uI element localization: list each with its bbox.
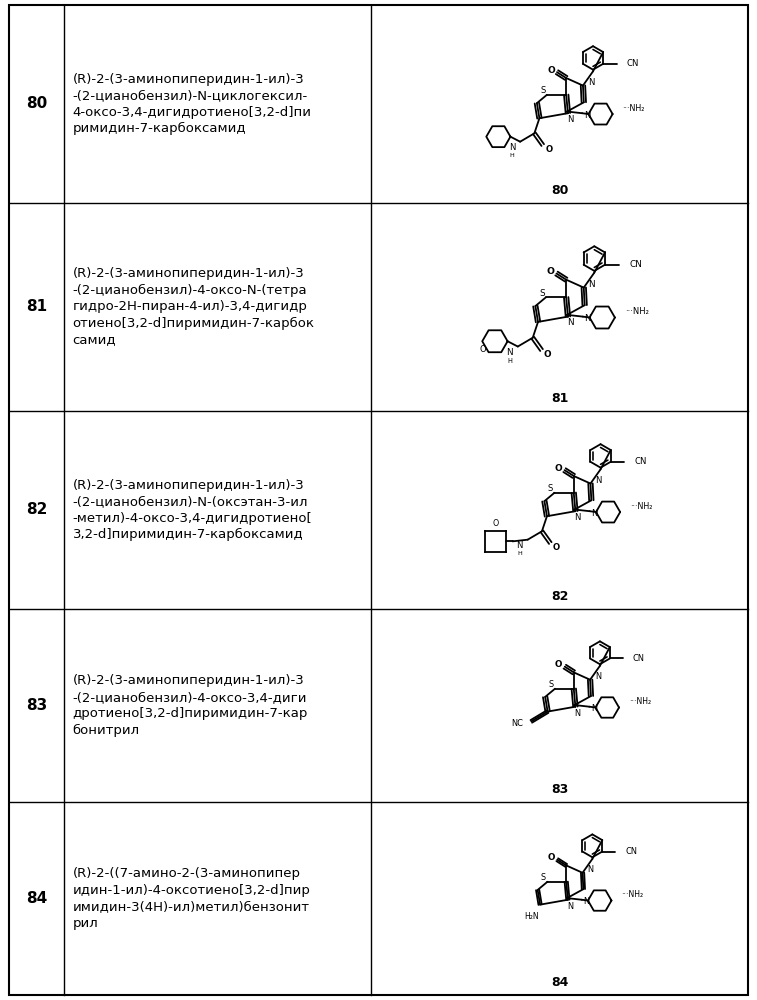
Text: 81: 81	[551, 392, 569, 405]
Text: O: O	[547, 853, 555, 862]
Text: N: N	[509, 143, 516, 152]
Text: S: S	[539, 289, 545, 298]
Text: S: S	[548, 484, 553, 493]
Text: N: N	[575, 513, 581, 522]
Text: 84: 84	[26, 891, 48, 906]
Text: O: O	[545, 145, 553, 154]
Text: (R)-2-(3-аминопиперидин-1-ил)-3: (R)-2-(3-аминопиперидин-1-ил)-3	[73, 267, 304, 280]
Text: N: N	[567, 902, 573, 911]
Text: N: N	[595, 476, 602, 485]
Text: дротиено[3,2-d]пиримидин-7-кар: дротиено[3,2-d]пиримидин-7-кар	[73, 707, 308, 720]
Text: N: N	[584, 314, 591, 323]
Text: ···NH₂: ···NH₂	[621, 890, 643, 899]
Text: H: H	[509, 153, 515, 158]
Text: 82: 82	[26, 502, 48, 517]
Text: -метил)-4-оксо-3,4-дигидротиено[: -метил)-4-оксо-3,4-дигидротиено[	[73, 512, 312, 525]
Text: N: N	[516, 541, 523, 550]
Text: S: S	[541, 873, 546, 882]
Text: -(2-цианобензил)-4-оксо-N-(тетра: -(2-цианобензил)-4-оксо-N-(тетра	[73, 284, 307, 297]
Text: H: H	[517, 551, 522, 556]
Text: 84: 84	[551, 976, 569, 990]
Text: ···NH₂: ···NH₂	[622, 104, 645, 113]
Text: (R)-2-(3-аминопиперидин-1-ил)-3: (R)-2-(3-аминопиперидин-1-ил)-3	[73, 674, 304, 687]
Text: N: N	[587, 865, 593, 874]
Text: гидро-2H-пиран-4-ил)-3,4-дигидр: гидро-2H-пиран-4-ил)-3,4-дигидр	[73, 300, 307, 313]
Text: H₂N: H₂N	[525, 912, 539, 921]
Text: 80: 80	[551, 184, 569, 198]
Text: -(2-цианобензил)-4-оксо-3,4-диги: -(2-цианобензил)-4-оксо-3,4-диги	[73, 691, 307, 704]
Text: N: N	[584, 897, 590, 906]
Text: идин-1-ил)-4-оксотиено[3,2-d]пир: идин-1-ил)-4-оксотиено[3,2-d]пир	[73, 884, 310, 897]
Text: ···NH₂: ···NH₂	[629, 697, 651, 706]
Text: O: O	[555, 464, 562, 473]
Text: O: O	[544, 350, 551, 359]
Text: CN: CN	[629, 260, 642, 269]
Text: H: H	[507, 358, 512, 364]
Text: N: N	[506, 348, 513, 357]
Text: N: N	[591, 509, 598, 518]
Text: самид: самид	[73, 333, 116, 346]
Text: CN: CN	[634, 457, 646, 466]
Text: бонитрил: бонитрил	[73, 724, 139, 737]
Text: рил: рил	[73, 917, 98, 930]
Text: O: O	[555, 660, 562, 669]
Text: 83: 83	[551, 783, 569, 796]
Text: NC: NC	[511, 719, 523, 728]
Text: имидин-3(4H)-ил)метил)бензонит: имидин-3(4H)-ил)метил)бензонит	[73, 900, 310, 913]
Text: S: S	[540, 86, 546, 95]
Text: O: O	[547, 267, 554, 276]
Text: N: N	[567, 318, 573, 327]
Text: O: O	[479, 345, 486, 354]
Text: CN: CN	[627, 59, 639, 68]
Text: 4-оксо-3,4-дигидротиено[3,2-d]пи: 4-оксо-3,4-дигидротиено[3,2-d]пи	[73, 106, 311, 119]
Text: 80: 80	[26, 97, 48, 111]
Text: N: N	[588, 280, 595, 289]
Text: -(2-цианобензил)-N-циклогексил-: -(2-цианобензил)-N-циклогексил-	[73, 89, 308, 102]
Text: S: S	[548, 680, 553, 689]
Text: ···NH₂: ···NH₂	[630, 502, 653, 511]
Text: N: N	[587, 78, 594, 87]
Text: 83: 83	[26, 698, 48, 713]
Text: ···NH₂: ···NH₂	[625, 307, 649, 316]
Text: римидин-7-карбоксамид: римидин-7-карбоксамид	[73, 122, 246, 135]
Text: N: N	[591, 704, 597, 713]
Text: 81: 81	[26, 299, 48, 314]
Text: N: N	[595, 672, 601, 681]
Text: N: N	[567, 115, 573, 124]
Text: N: N	[584, 111, 590, 120]
Text: 3,2-d]пиримидин-7-карбоксамид: 3,2-d]пиримидин-7-карбоксамид	[73, 528, 304, 541]
Text: O: O	[493, 519, 499, 528]
Text: -(2-цианобензил)-N-(оксэтан-3-ил: -(2-цианобензил)-N-(оксэтан-3-ил	[73, 495, 308, 508]
Text: O: O	[553, 543, 560, 552]
Text: CN: CN	[633, 654, 645, 663]
Text: (R)-2-(3-аминопиперидин-1-ил)-3: (R)-2-(3-аминопиперидин-1-ил)-3	[73, 73, 304, 86]
Text: CN: CN	[625, 847, 637, 856]
Text: N: N	[575, 709, 581, 718]
Text: 82: 82	[551, 590, 569, 603]
Text: отиено[3,2-d]пиримидин-7-карбок: отиено[3,2-d]пиримидин-7-карбок	[73, 317, 314, 330]
Text: (R)-2-((7-амино-2-(3-аминопипер: (R)-2-((7-амино-2-(3-аминопипер	[73, 867, 301, 880]
Text: O: O	[547, 66, 555, 75]
Text: (R)-2-(3-аминопиперидин-1-ил)-3: (R)-2-(3-аминопиперидин-1-ил)-3	[73, 479, 304, 492]
